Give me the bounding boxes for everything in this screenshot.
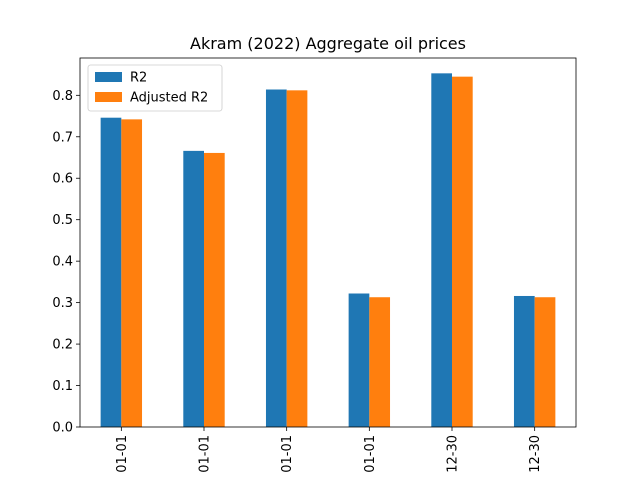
bar-adjusted-r2-4 — [369, 297, 391, 427]
x-tick-label: 01-01 — [198, 435, 213, 473]
bar-r2-5 — [431, 73, 452, 427]
bar-adjusted-r2-5 — [452, 76, 473, 427]
legend-swatch-r2 — [95, 72, 122, 82]
y-tick-label: 0.1 — [52, 379, 73, 394]
bars-layer — [100, 73, 556, 428]
legend-swatch-adjusted-r2 — [95, 92, 122, 102]
x-tick-label: 12-30 — [446, 435, 461, 473]
y-tick-label: 0.8 — [52, 89, 73, 104]
y-tick-label: 0.7 — [52, 130, 73, 145]
bar-r2-1 — [100, 117, 122, 427]
bar-r2-6 — [513, 295, 535, 427]
bar-adjusted-r2-6 — [534, 297, 556, 427]
legend-label-r2: R2 — [130, 71, 147, 86]
y-tick-label: 0.0 — [52, 421, 73, 436]
y-tick-label: 0.2 — [52, 338, 73, 353]
x-tick-label: 01-01 — [115, 435, 130, 473]
x-tick-label: 01-01 — [363, 435, 378, 473]
bar-r2-3 — [265, 89, 287, 427]
bar-adjusted-r2-2 — [204, 152, 225, 427]
plot-frame — [79, 57, 577, 428]
legend-label-adjusted-r2: Adjusted R2 — [130, 91, 208, 106]
legend: R2 Adjusted R2 — [87, 64, 223, 112]
x-tick-label: 12-30 — [528, 435, 543, 473]
x-tick-label: 01-01 — [280, 435, 295, 473]
bar-adjusted-r2-1 — [121, 119, 143, 428]
chart-title: Akram (2022) Aggregate oil prices — [190, 34, 466, 53]
bar-adjusted-r2-3 — [286, 90, 308, 427]
y-tick-label: 0.4 — [52, 255, 73, 270]
bar-r2-2 — [183, 150, 204, 427]
y-tick-label: 0.3 — [52, 296, 73, 311]
y-tick-label: 0.6 — [52, 172, 73, 187]
axes-layer: 0.0 0.1 0.2 0.3 0.4 0.5 0.6 0.7 0.8 01-01 01-01 01-… — [52, 57, 577, 473]
y-tick-label: 0.5 — [52, 213, 73, 228]
bar-r2-4 — [348, 293, 370, 427]
